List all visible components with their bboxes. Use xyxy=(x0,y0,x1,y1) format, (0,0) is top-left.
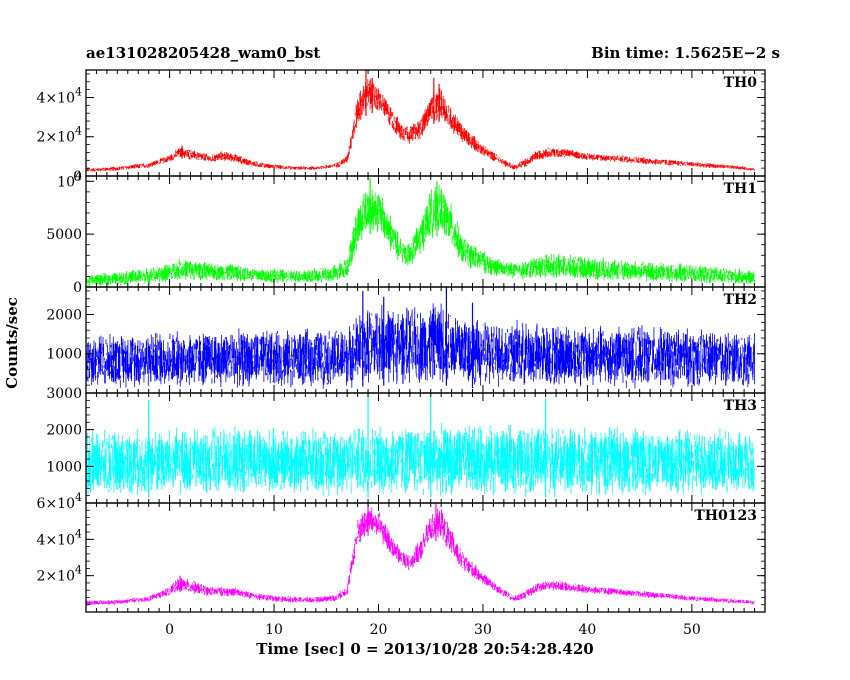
x-tick-label: 10 xyxy=(265,622,283,638)
y-tick-label-th2: 2000 xyxy=(46,307,82,323)
y-tick-label-th0123: 6×104 xyxy=(37,491,82,512)
x-tick-label: 0 xyxy=(165,622,174,638)
y-tick-label-th0: 0 xyxy=(73,169,82,185)
panel-label-th0123: TH0123 xyxy=(694,508,757,524)
panel-th3: 1000 2000 3000 TH3 xyxy=(46,386,766,504)
panel-label-th3: TH3 xyxy=(724,398,757,414)
panel-frame-th0123 xyxy=(85,502,766,613)
y-tick-label-th3: 3000 xyxy=(46,386,82,402)
panel-th0: 0 2×104 4×104 TH0 xyxy=(37,69,766,185)
x-axis-title: Time [sec] 0 = 2013/10/28 20:54:28.420 xyxy=(256,640,593,658)
y-tick-label-th3: 1000 xyxy=(46,459,82,475)
y-tick-label-th0: 4×104 xyxy=(37,85,82,106)
y-tick-label-th0: 2×104 xyxy=(37,125,82,146)
y-axis-title: Counts/sec xyxy=(3,297,21,389)
y-tick-label-th1: 5000 xyxy=(46,227,82,243)
x-tick-label: 30 xyxy=(474,622,492,638)
panel-label-th0: TH0 xyxy=(724,75,758,91)
panel-label-th1: TH1 xyxy=(724,181,757,197)
x-tick-label: 20 xyxy=(370,622,388,638)
chart-title: ae131028205428_wam0_bst xyxy=(86,44,320,62)
y-tick-label-th1: 104 xyxy=(57,169,82,190)
x-tick-label: 40 xyxy=(579,622,597,638)
panel-th0123: 2×104 4×104 6×104 TH0123 xyxy=(37,491,766,613)
y-tick-label-th0123: 4×104 xyxy=(37,527,82,548)
panel-th2: 1000 2000 TH2 xyxy=(46,286,766,394)
panels-group: 02×1044×104TH005000104TH110002000TH21000… xyxy=(37,69,766,638)
y-tick-label-th3: 2000 xyxy=(46,423,82,439)
y-tick-label-th2: 1000 xyxy=(46,347,82,363)
x-tick-label: 50 xyxy=(683,622,701,638)
panel-label-th2: TH2 xyxy=(724,292,757,308)
bin-time-label: Bin time: 1.5625E−2 s xyxy=(591,44,780,62)
y-tick-label-th1: 0 xyxy=(73,280,82,296)
y-tick-label-th0123: 2×104 xyxy=(37,564,82,585)
